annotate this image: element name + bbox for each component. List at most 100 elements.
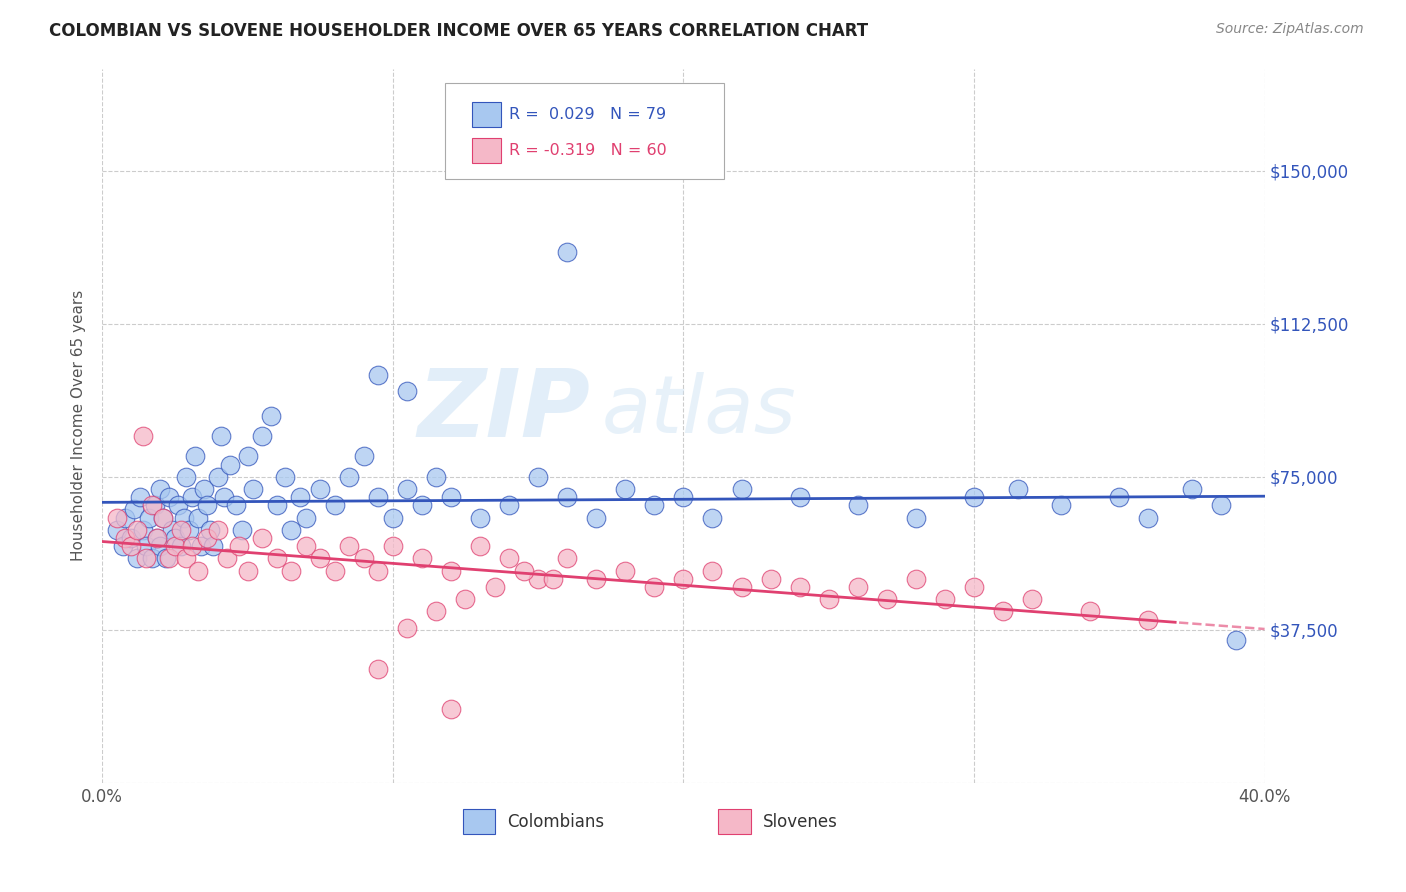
Point (201, 539, 224, 553)
Point (120, 531, 142, 545)
FancyBboxPatch shape (472, 138, 501, 163)
Point (105, 510, 128, 524)
Text: Slovenes: Slovenes (762, 813, 838, 830)
Point (643, 580, 665, 594)
Point (193, 482, 215, 496)
Point (250, 429, 273, 443)
Point (541, 572, 564, 586)
Point (170, 539, 193, 553)
Point (173, 510, 195, 524)
Point (184, 450, 207, 464)
Point (209, 429, 232, 443)
Point (353, 551, 375, 566)
Point (411, 551, 433, 566)
Point (105, 523, 128, 537)
Point (231, 523, 253, 537)
Text: R =  0.029   N = 79: R = 0.029 N = 79 (509, 107, 666, 121)
Point (181, 490, 204, 504)
Point (614, 482, 637, 496)
Point (141, 499, 163, 513)
Point (1078, 605, 1101, 619)
Point (157, 551, 180, 566)
Point (585, 572, 607, 586)
Point (228, 539, 250, 553)
Point (367, 564, 389, 578)
Point (163, 531, 186, 545)
Text: Source: ZipAtlas.com: Source: ZipAtlas.com (1216, 22, 1364, 37)
Point (170, 523, 193, 537)
Point (219, 458, 242, 472)
Point (125, 551, 148, 566)
Point (702, 564, 724, 578)
Point (468, 510, 491, 524)
Point (702, 510, 724, 524)
Point (132, 429, 155, 443)
Point (129, 490, 152, 504)
Point (846, 580, 869, 594)
Point (152, 510, 174, 524)
Point (527, 469, 550, 483)
Point (280, 523, 302, 537)
Point (157, 490, 180, 504)
Point (381, 510, 404, 524)
Point (242, 482, 264, 496)
Point (120, 539, 142, 553)
Point (381, 539, 404, 553)
Point (166, 499, 188, 513)
Point (190, 539, 212, 553)
Point (122, 502, 145, 516)
Point (454, 592, 477, 607)
Point (181, 539, 204, 553)
Point (789, 580, 811, 594)
Point (337, 539, 360, 553)
Point (141, 551, 163, 566)
Point (817, 592, 839, 607)
Point (135, 539, 157, 553)
Point (672, 572, 695, 586)
Text: ZIP: ZIP (418, 366, 591, 458)
Point (155, 551, 177, 566)
Point (498, 551, 520, 566)
Point (288, 490, 311, 504)
Point (143, 499, 166, 513)
Text: Colombians: Colombians (506, 813, 603, 830)
Point (440, 490, 463, 504)
Point (963, 580, 986, 594)
Point (904, 572, 927, 586)
Point (207, 469, 229, 483)
Point (555, 490, 578, 504)
Point (876, 592, 898, 607)
Point (187, 510, 209, 524)
Point (367, 662, 389, 676)
Point (179, 523, 201, 537)
Point (163, 539, 186, 553)
Point (672, 490, 695, 504)
Point (440, 702, 463, 716)
Point (789, 490, 811, 504)
Point (934, 592, 956, 607)
Point (1108, 490, 1130, 504)
Point (367, 368, 389, 382)
Point (425, 605, 447, 619)
Point (214, 490, 236, 504)
Point (396, 482, 419, 496)
Point (425, 469, 447, 483)
Point (309, 551, 332, 566)
Point (160, 523, 183, 537)
Point (195, 531, 218, 545)
Y-axis label: Householder Income Over 65 years: Householder Income Over 65 years (72, 290, 86, 561)
Point (176, 469, 198, 483)
Point (152, 510, 174, 524)
Point (1021, 592, 1043, 607)
Point (323, 499, 346, 513)
Point (132, 523, 155, 537)
Point (991, 605, 1014, 619)
Point (730, 482, 752, 496)
Point (555, 551, 578, 566)
Point (1050, 499, 1073, 513)
Point (759, 572, 782, 586)
Point (367, 490, 389, 504)
Point (440, 564, 463, 578)
Point (585, 510, 607, 524)
Point (904, 510, 927, 524)
